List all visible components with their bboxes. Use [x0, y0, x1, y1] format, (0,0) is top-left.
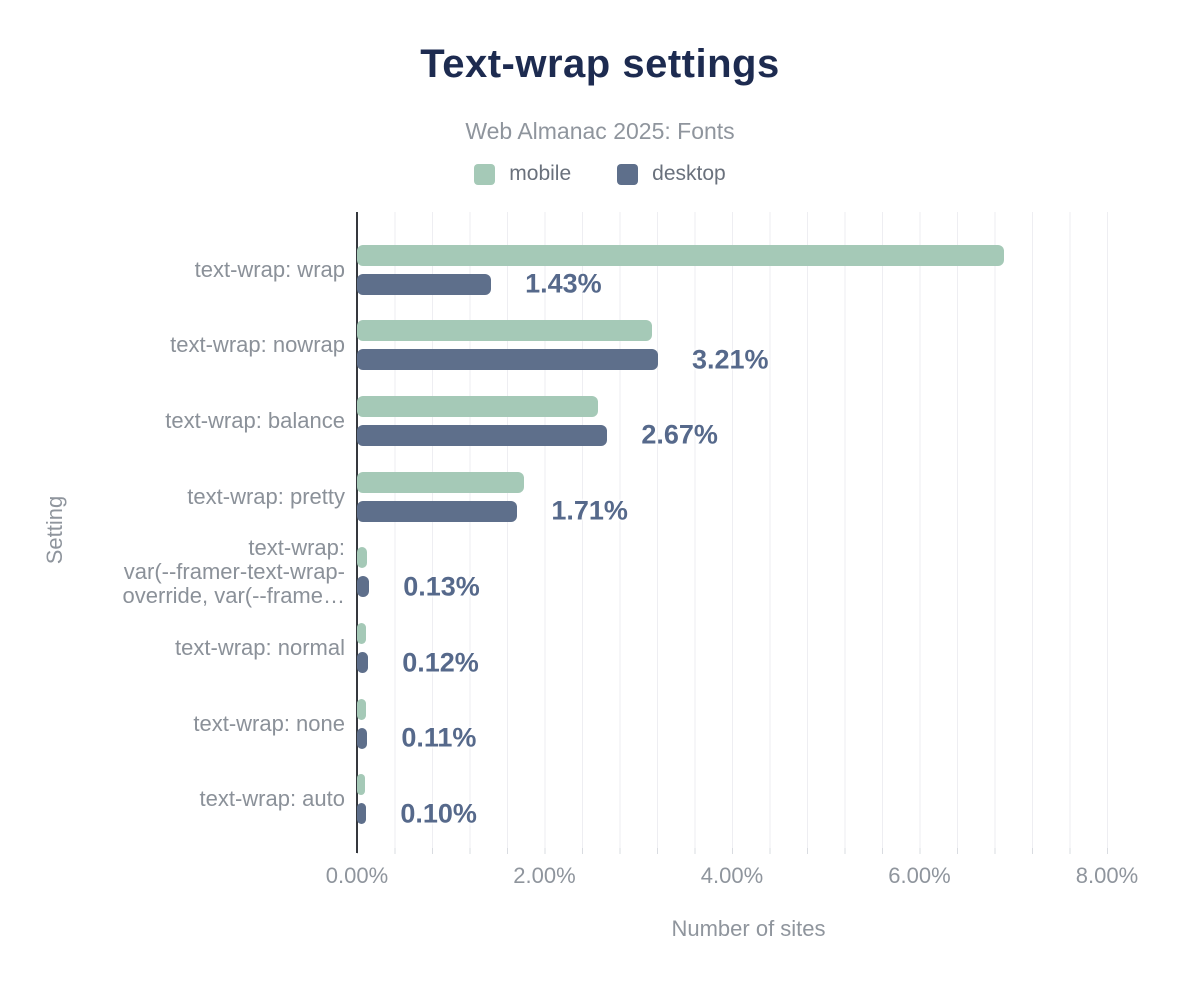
value-label: 0.12% — [402, 647, 479, 678]
category-label: text-wrap: none — [193, 710, 345, 736]
x-axis-tick-label: 8.00% — [1075, 863, 1139, 888]
value-label: 0.11% — [401, 722, 477, 753]
legend-item-desktop[interactable]: desktop — [617, 162, 726, 186]
legend-label-desktop: desktop — [652, 162, 726, 185]
x-axis-tick-label: 2.00% — [513, 863, 576, 888]
bar-mobile[interactable] — [357, 698, 367, 720]
bar-desktop[interactable] — [357, 424, 608, 446]
category-label: text-wrap: var(--framer-text-wrap-overrid… — [122, 535, 345, 609]
category-label: text-wrap: nowrap — [170, 332, 345, 358]
desktop-swatch-icon — [617, 163, 639, 185]
chart-subtitle: Web Almanac 2025: Fonts — [465, 118, 735, 144]
category-label: text-wrap: normal — [175, 635, 345, 661]
value-label: 3.21% — [691, 344, 769, 375]
bar-mobile[interactable] — [357, 471, 524, 493]
x-axis-tick-label: 4.00% — [700, 863, 764, 888]
bar-mobile[interactable] — [357, 547, 368, 569]
value-label: 1.71% — [551, 495, 628, 526]
bar-desktop[interactable] — [357, 273, 492, 295]
chart-title: Text-wrap settings — [420, 42, 780, 86]
bar-desktop[interactable] — [357, 576, 370, 598]
category-label: text-wrap: auto — [199, 786, 345, 812]
x-axis-title: Number of sites — [671, 916, 826, 941]
x-axis-tick-label: 6.00% — [888, 863, 951, 888]
bar-desktop[interactable] — [357, 349, 658, 371]
category-label: text-wrap: wrap — [194, 256, 345, 282]
legend: mobile desktop — [0, 162, 1200, 186]
bar-desktop[interactable] — [357, 652, 369, 674]
mobile-swatch-icon — [474, 163, 496, 185]
legend-item-mobile[interactable]: mobile — [474, 162, 571, 186]
x-axis-tick-label: 0.00% — [325, 863, 389, 888]
category-label: text-wrap: balance — [165, 407, 345, 433]
bar-mobile[interactable] — [357, 244, 1004, 266]
bar-desktop[interactable] — [357, 500, 518, 522]
legend-label-mobile: mobile — [509, 162, 572, 185]
value-label: 2.67% — [641, 419, 718, 450]
plot-gridlines — [357, 212, 1140, 848]
x-axis-tick-marks — [357, 848, 1140, 854]
bar-desktop[interactable] — [357, 727, 368, 749]
bar-desktop[interactable] — [357, 803, 367, 825]
y-axis-title: Setting — [42, 495, 67, 565]
bar-mobile[interactable] — [357, 623, 367, 645]
value-label: 1.43% — [525, 268, 602, 299]
value-label: 0.13% — [403, 571, 480, 602]
value-label: 0.10% — [400, 798, 477, 829]
bar-mobile[interactable] — [357, 395, 598, 417]
bar-mobile[interactable] — [357, 774, 366, 796]
y-axis-line — [356, 212, 358, 853]
category-label: text-wrap: pretty — [187, 483, 345, 509]
bar-mobile[interactable] — [357, 320, 653, 342]
